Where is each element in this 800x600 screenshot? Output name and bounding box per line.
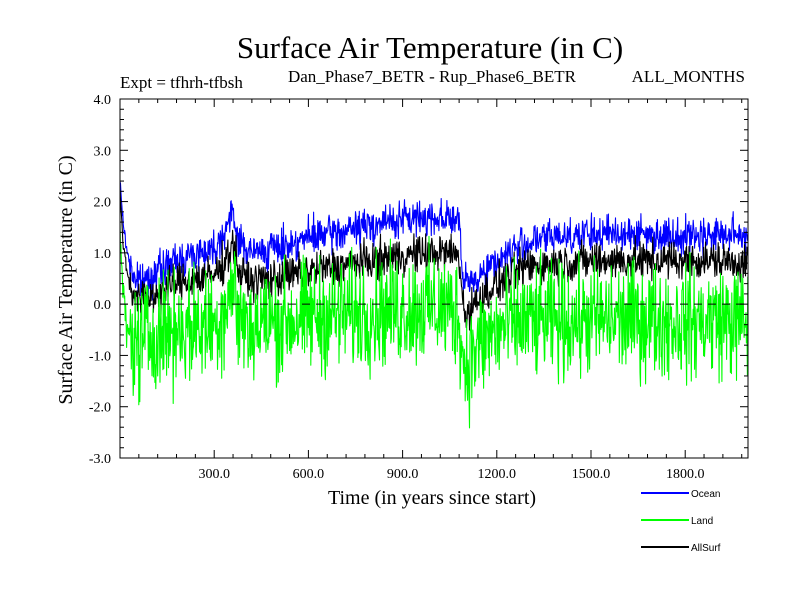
y-tick-label: 3.0	[94, 144, 112, 159]
y-tick-label: -1.0	[89, 349, 111, 364]
series-line-ocean	[120, 181, 748, 301]
chart-title: Surface Air Temperature (in C)	[237, 30, 623, 65]
x-tick-label: 1800.0	[666, 467, 705, 482]
x-axis-label: Time (in years since start)	[328, 487, 536, 509]
x-tick-label: 600.0	[293, 467, 325, 482]
x-tick-label: 300.0	[198, 467, 230, 482]
months-label: ALL_MONTHS	[632, 67, 745, 86]
legend-label-land: Land	[691, 516, 713, 527]
y-tick-label: 4.0	[94, 93, 112, 108]
expt-label: Expt = tfhrh-tfbsh	[120, 73, 243, 92]
plot-frame	[119, 98, 749, 459]
x-tick-label: 1200.0	[478, 467, 517, 482]
legend-label-ocean: Ocean	[691, 489, 720, 500]
x-tick-label: 1500.0	[572, 467, 611, 482]
y-tick-label: -2.0	[89, 401, 111, 416]
series-layer	[120, 181, 748, 429]
series-line-allsurf	[120, 189, 748, 331]
comparison-label: Dan_Phase7_BETR - Rup_Phase6_BETR	[288, 67, 577, 86]
x-tick-label: 900.0	[387, 467, 419, 482]
y-tick-label: 0.0	[94, 298, 112, 313]
y-tick-label: 2.0	[94, 196, 112, 211]
legend-label-allsurf: AllSurf	[691, 543, 721, 554]
y-tick-label: -3.0	[89, 452, 111, 467]
y-axis-label: Surface Air Temperature (in C)	[55, 155, 77, 404]
y-tick-label: 1.0	[94, 247, 112, 262]
series-line-land	[120, 223, 748, 429]
legend: Ocean Land AllSurf	[641, 489, 721, 554]
axis-ticks: 300.0 600.0 900.0 1200.0 1500.0 1800.0 4.0 3.0 2…	[89, 93, 748, 482]
